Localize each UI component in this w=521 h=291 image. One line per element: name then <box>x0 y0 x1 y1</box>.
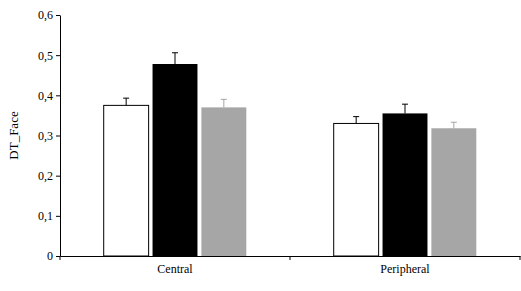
error-whisker <box>223 99 224 107</box>
error-cap <box>402 104 408 105</box>
error-cap <box>451 122 457 123</box>
bars <box>104 53 477 256</box>
plot: 0 0,1 0,2 0,3 0,4 0,5 0,6 Central Peripheral <box>38 8 521 275</box>
y-tick: 0,5 <box>38 49 60 63</box>
x-axis: Central Peripheral <box>60 256 521 276</box>
y-axis: 0 0,1 0,2 0,3 0,4 0,5 0,6 <box>38 8 61 263</box>
error-cap <box>123 98 129 99</box>
x-boundary-mark <box>60 256 61 260</box>
error-cap <box>353 116 359 117</box>
error-bar <box>172 53 178 64</box>
bar <box>383 113 428 256</box>
x-tick: Peripheral <box>380 256 430 276</box>
bar <box>334 123 379 256</box>
y-tick-mark <box>56 136 60 137</box>
y-axis-line <box>60 16 61 257</box>
y-tick: 0,4 <box>38 89 60 103</box>
y-tick-label: 0,4 <box>38 89 53 103</box>
y-tick-mark <box>56 176 60 177</box>
error-bar <box>402 104 408 113</box>
y-tick-label: 0,5 <box>38 49 53 63</box>
y-tick-label: 0,6 <box>38 8 53 22</box>
y-tick: 0,1 <box>38 209 60 223</box>
bar <box>104 105 149 256</box>
x-boundary-mark <box>290 256 291 260</box>
x-tick: Central <box>157 256 193 276</box>
error-cap <box>172 52 178 53</box>
y-tick-label: 0,2 <box>38 169 53 183</box>
y-tick: 0,6 <box>38 8 60 22</box>
y-tick-mark <box>56 95 60 96</box>
error-whisker <box>453 122 454 128</box>
error-bar <box>451 122 457 128</box>
error-cap <box>221 99 227 100</box>
chart: 0 0,1 0,2 0,3 0,4 0,5 0,6 Central Peripheral DT_F… <box>0 0 521 291</box>
error-whisker <box>356 117 357 124</box>
bar <box>431 128 476 256</box>
y-tick: 0,3 <box>38 129 60 143</box>
y-axis-title: DT_Face <box>6 111 21 160</box>
error-bar <box>353 117 359 124</box>
y-tick: 0 <box>47 249 60 263</box>
y-tick-mark <box>56 15 60 16</box>
y-tick-mark <box>56 216 60 217</box>
x-tick-label: Central <box>157 262 193 276</box>
error-bar <box>221 99 227 107</box>
y-tick-mark <box>56 256 60 257</box>
x-tick-label: Peripheral <box>380 262 430 276</box>
y-tick-label: 0 <box>47 249 53 263</box>
y-tick: 0,2 <box>38 169 60 183</box>
error-whisker <box>405 104 406 113</box>
error-bar <box>123 98 129 105</box>
y-tick-mark <box>56 55 60 56</box>
error-whisker <box>175 53 176 64</box>
y-tick-label: 0,3 <box>38 129 53 143</box>
y-tick-label: 0,1 <box>38 209 53 223</box>
x-boundary-mark <box>520 256 521 260</box>
bar <box>201 107 246 256</box>
bar <box>153 64 198 256</box>
error-whisker <box>126 98 127 105</box>
